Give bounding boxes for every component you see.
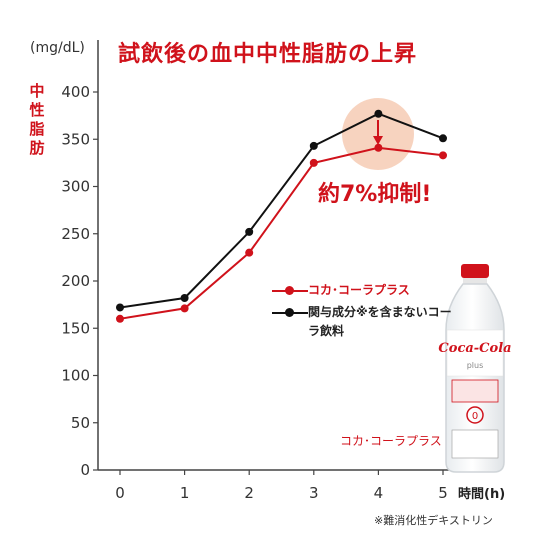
y-tick-label: 350 <box>61 130 90 148</box>
x-tick-label: 3 <box>309 484 319 502</box>
y-tick-label: 400 <box>61 83 90 101</box>
reduction-annotation: 約7%抑制! <box>318 182 432 207</box>
coca-cola-plus-bottle-image: Coca-Cola plus 0 <box>438 264 512 473</box>
chart-title: 試飲後の血中中性脂肪の上昇 <box>118 42 418 67</box>
data-point-series-1 <box>439 134 447 143</box>
legend-item-cola-plus: コカ･コーラプラス <box>272 283 458 300</box>
series-line-1 <box>119 112 444 309</box>
svg-text:Coca-Cola: Coca-Cola <box>438 341 511 356</box>
data-point-series-0 <box>116 314 124 323</box>
footnote: ※難消化性デキストリン <box>374 514 493 527</box>
y-tick-label: 200 <box>61 272 90 290</box>
bottle-caption: コカ･コーラプラス <box>340 434 442 448</box>
legend-label-control-cola: 関与成分※を含まないコーラ飲料 <box>308 305 452 338</box>
y-tick-label: 150 <box>61 319 90 337</box>
unit-label: (mg/dL) <box>30 40 85 56</box>
svg-text:0: 0 <box>472 411 478 422</box>
legend-label-cola-plus: コカ･コーラプラス <box>308 283 410 297</box>
x-axis-label: 時間(h) <box>458 487 506 502</box>
data-point-series-0 <box>180 304 189 313</box>
x-tick-label: 0 <box>115 484 125 502</box>
data-point-series-0 <box>374 143 383 152</box>
reduction-arrow <box>373 120 383 145</box>
legend-marker-black <box>272 306 308 320</box>
legend-marker-red <box>272 284 308 298</box>
data-point-series-1 <box>180 294 189 303</box>
y-tick-label: 250 <box>61 225 90 243</box>
series-lines <box>116 109 447 323</box>
y-tick-label: 100 <box>61 367 90 385</box>
series-line-0 <box>119 146 444 320</box>
legend-item-control-cola: 関与成分※を含まないコーラ飲料 <box>272 305 458 341</box>
x-tick-label: 4 <box>374 484 384 502</box>
ticks: 0 50 100 150 200 250 300 350 400 0 1 2 3 4 5 <box>61 83 447 502</box>
x-tick-label: 5 <box>438 484 448 502</box>
data-point-series-0 <box>439 151 447 160</box>
y-tick-label: 50 <box>71 414 90 432</box>
legend: コカ･コーラプラス 関与成分※を含まないコーラ飲料 <box>272 283 458 347</box>
svg-text:plus: plus <box>467 361 484 370</box>
x-tick-label: 1 <box>180 484 190 502</box>
y-axis-label: 中性脂肪 <box>29 82 45 157</box>
data-point-series-0 <box>309 158 318 167</box>
data-point-series-1 <box>309 141 318 150</box>
data-point-series-0 <box>245 248 254 257</box>
x-tick-label: 2 <box>244 484 254 502</box>
axes <box>97 40 470 471</box>
y-tick-label: 0 <box>80 461 90 479</box>
data-point-series-1 <box>116 303 124 312</box>
y-tick-label: 300 <box>61 178 90 196</box>
data-point-series-1 <box>374 109 383 118</box>
data-point-series-1 <box>245 227 254 236</box>
